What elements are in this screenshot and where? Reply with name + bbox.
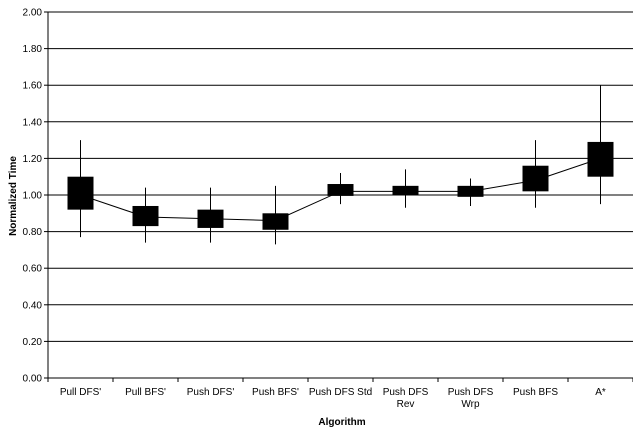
box [392, 185, 419, 195]
x-tick-label: Push DFS [383, 387, 429, 398]
y-axis-title: Normalized Time [8, 156, 19, 236]
x-tick-label: Pull BFS' [125, 387, 166, 398]
y-tick-label: 0.00 [23, 374, 43, 385]
axes [44, 11, 633, 382]
x-axis-title: Algorithm [318, 417, 365, 428]
x-tick-label: A* [595, 387, 606, 398]
box [262, 213, 289, 230]
y-tick-label: 0.20 [23, 337, 43, 348]
box [457, 185, 484, 197]
x-tick-label: Push BFS' [252, 387, 299, 398]
y-tick-label: 1.40 [23, 117, 43, 128]
y-tick-label: 1.00 [23, 191, 43, 202]
y-tick-label: 0.40 [23, 300, 43, 311]
x-tick-label: Pull DFS' [60, 387, 101, 398]
box [327, 184, 354, 196]
y-tick-label: 0.80 [23, 227, 43, 238]
x-tick-label: Rev [397, 399, 415, 410]
box [587, 141, 614, 177]
box [197, 209, 224, 228]
x-tick-label: Wrp [461, 399, 480, 410]
x-tick-label: Push DFS Std [309, 387, 372, 398]
tick-labels: 0.00 0.20 0.40 0.60 0.80 1.00 1.20 1.40 1.60 1.80… [23, 8, 606, 411]
x-tick-label: Push DFS [448, 387, 494, 398]
x-tick-label: Push DFS' [187, 387, 235, 398]
boxes [67, 85, 614, 245]
x-tick-label: Push BFS [513, 387, 558, 398]
box [67, 176, 94, 210]
box [132, 205, 159, 227]
y-tick-label: 2.00 [23, 8, 43, 19]
y-tick-label: 1.20 [23, 154, 43, 165]
y-tick-label: 0.60 [23, 264, 43, 275]
y-tick-label: 1.60 [23, 81, 43, 92]
y-tick-label: 1.80 [23, 44, 43, 55]
box [522, 165, 549, 192]
